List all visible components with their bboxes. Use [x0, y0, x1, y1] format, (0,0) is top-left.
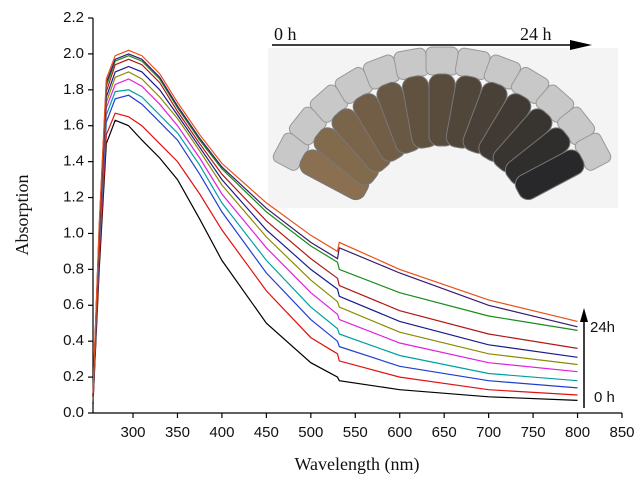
series-line [92, 55, 578, 396]
x-tick-label: 450 [254, 424, 279, 441]
y-tick-label: 0.2 [63, 368, 84, 385]
x-tick-label: 600 [387, 424, 412, 441]
series-line [92, 94, 578, 401]
x-tick-label: 800 [565, 424, 590, 441]
y-tick-label: 1.8 [63, 81, 84, 98]
tube-cap [393, 47, 430, 80]
y-tick-label: 0.4 [63, 332, 84, 349]
y-tick-label: 0.0 [63, 404, 84, 421]
series-line [92, 53, 578, 396]
x-tick-label: 700 [476, 424, 501, 441]
x-tick-label: 650 [432, 424, 457, 441]
y-tick-label: 1.0 [63, 224, 84, 241]
series-line [92, 78, 578, 399]
series-line [92, 89, 578, 401]
tube [288, 106, 380, 186]
annotation: 0 h [594, 389, 615, 406]
y-axis-label: Absorption [12, 175, 32, 256]
tube-cap [425, 46, 459, 76]
y-tick-label: 0.6 [63, 296, 84, 313]
annotation: 24h [590, 319, 615, 336]
x-tick-label: 350 [165, 424, 190, 441]
annotation: 24 h [520, 24, 552, 44]
tube [334, 66, 406, 162]
x-tick-label: 500 [298, 424, 323, 441]
annotation: 0 h [274, 24, 297, 44]
series-line [92, 112, 578, 403]
x-tick-label: 400 [209, 424, 234, 441]
y-tick-label: 1.4 [63, 153, 84, 170]
tube-body [514, 149, 585, 201]
y-tick-label: 1.6 [63, 117, 84, 134]
x-tick-label: 750 [521, 424, 546, 441]
y-tick-label: 1.2 [63, 189, 84, 206]
series-line [92, 49, 578, 394]
x-axis-label: Wavelength (nm) [294, 454, 419, 475]
series-line [92, 119, 578, 405]
series-line [92, 65, 578, 397]
y-tick-label: 2.0 [63, 45, 84, 62]
x-tick-label: 300 [120, 424, 145, 441]
y-tick-label: 0.8 [63, 260, 84, 277]
tube [514, 132, 612, 201]
series-line [92, 71, 578, 399]
arrow-head [580, 308, 588, 322]
arrow-head [570, 40, 592, 50]
tube [492, 84, 575, 173]
series-line [92, 58, 578, 397]
x-tick-label: 550 [343, 424, 368, 441]
y-tick-label: 2.2 [63, 9, 84, 26]
inset-photo [268, 46, 618, 208]
x-tick-label: 850 [609, 424, 634, 441]
